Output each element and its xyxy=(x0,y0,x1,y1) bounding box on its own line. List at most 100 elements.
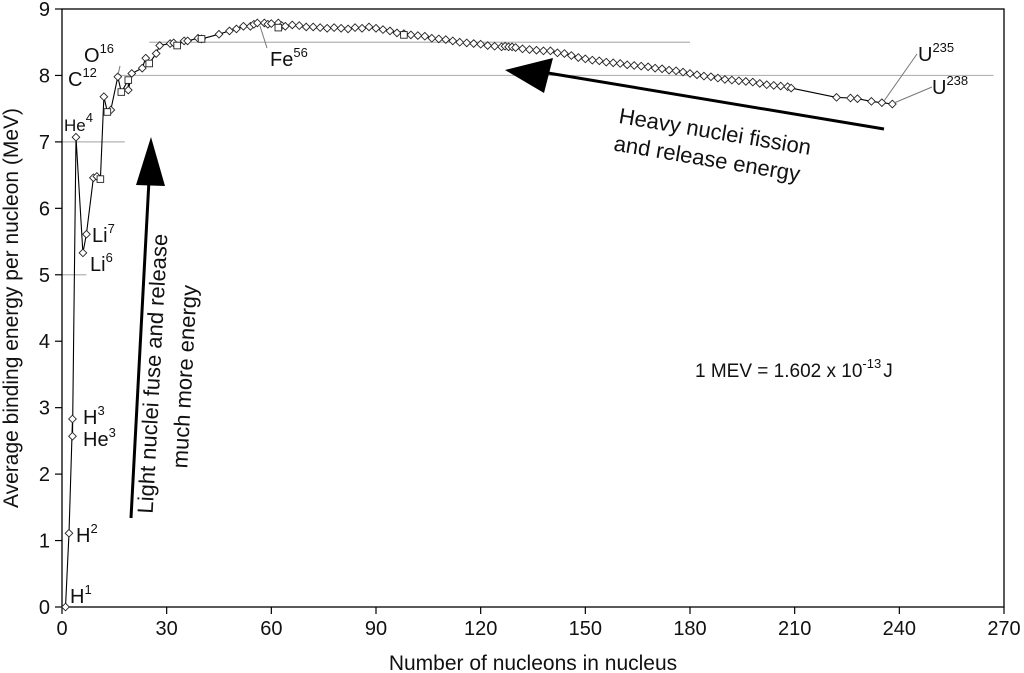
data-point-diamond xyxy=(490,41,500,51)
data-point-diamond xyxy=(336,23,346,33)
data-point-diamond xyxy=(559,49,569,58)
fusion-arrowhead xyxy=(136,137,165,186)
data-point-diamond xyxy=(420,31,430,41)
isotope-label: He3 xyxy=(83,425,116,451)
data-point-diamond xyxy=(413,31,423,41)
y-tick-label: 7 xyxy=(39,132,50,154)
isotope-mass-number: 56 xyxy=(293,45,307,60)
data-point-diamond xyxy=(776,81,786,91)
isotope-symbol: Li xyxy=(90,254,106,276)
data-point-diamond xyxy=(71,132,81,142)
isotope-symbol: U xyxy=(932,77,946,99)
data-point-diamond xyxy=(713,73,723,83)
data-point-diamond xyxy=(887,99,897,109)
data-point-diamond xyxy=(629,61,639,70)
isotope-mass-number: 2 xyxy=(90,521,97,536)
isotope-label: Fe56 xyxy=(270,45,308,71)
data-point-diamond xyxy=(699,71,709,81)
data-point-diamond xyxy=(357,23,367,33)
isotope-mass-number: 16 xyxy=(100,41,114,56)
data-point-diamond xyxy=(573,53,583,62)
data-point-diamond xyxy=(608,58,618,68)
isotope-label: U235 xyxy=(918,40,954,66)
data-point-diamond xyxy=(580,54,590,64)
data-point-diamond xyxy=(183,36,193,46)
data-point-diamond xyxy=(832,92,841,102)
data-point-diamond xyxy=(734,76,744,86)
data-point-diamond xyxy=(371,23,381,33)
isotope-mass-number: 238 xyxy=(946,73,968,88)
data-point-diamond xyxy=(483,41,493,50)
data-point-square xyxy=(145,59,153,68)
isotope-label: Li7 xyxy=(92,221,115,247)
isotope-mass-number: 4 xyxy=(86,110,93,125)
isotope-mass-number: 1 xyxy=(84,582,91,597)
y-tick-label: 2 xyxy=(39,464,50,486)
data-point-diamond xyxy=(664,65,674,75)
isotope-label: He4 xyxy=(64,110,93,135)
isotope-symbol: H xyxy=(70,586,84,608)
label-leader-line xyxy=(883,53,918,102)
data-point-diamond xyxy=(64,528,74,538)
isotope-mass-number: 3 xyxy=(97,403,104,418)
data-point-diamond xyxy=(61,602,70,612)
data-point-diamond xyxy=(846,93,855,103)
data-point-diamond xyxy=(427,33,437,43)
data-point-diamond xyxy=(252,18,262,28)
isotope-label: Li6 xyxy=(90,250,113,276)
fusion-text-line-2: much more energy xyxy=(167,284,202,468)
y-tick-label: 5 xyxy=(39,265,50,287)
data-point-diamond xyxy=(301,22,311,32)
data-point-diamond xyxy=(266,19,276,29)
x-tick-label: 240 xyxy=(883,618,916,640)
data-point-diamond xyxy=(643,62,653,72)
isotope-symbol: H xyxy=(76,525,90,547)
x-tick-label: 180 xyxy=(673,618,706,640)
data-point-diamond xyxy=(720,74,730,84)
data-point-diamond xyxy=(518,44,527,54)
data-point-diamond xyxy=(441,35,451,45)
y-axis-ticks: 0 1 2 3 4 5 6 7 8 9 xyxy=(39,0,62,619)
x-axis-ticks: 0 30 60 90 120 150 180 210 240 270 xyxy=(56,607,1021,640)
label-leader-line xyxy=(259,25,268,49)
data-point-diamond xyxy=(539,46,548,56)
isotope-label: U238 xyxy=(932,73,968,99)
y-tick-label: 0 xyxy=(39,597,50,619)
x-tick-label: 60 xyxy=(260,618,282,640)
data-point-diamond xyxy=(378,25,388,35)
data-point-diamond xyxy=(706,72,716,82)
data-point-diamond xyxy=(214,29,224,39)
data-point-diamond xyxy=(308,22,318,32)
y-tick-label: 3 xyxy=(39,398,50,420)
data-point-diamond xyxy=(315,23,325,33)
fission-arrowhead xyxy=(505,58,553,93)
label-leader-line xyxy=(893,86,933,104)
data-point-diamond xyxy=(853,94,862,104)
x-tick-label: 210 xyxy=(778,618,811,640)
isotope-mass-number: 3 xyxy=(109,425,116,440)
data-point-diamond xyxy=(741,76,751,86)
isotope-symbol: He xyxy=(83,429,109,451)
data-point-square xyxy=(197,35,206,43)
data-point-diamond xyxy=(329,23,339,33)
data-point-diamond xyxy=(552,48,562,58)
y-axis-title: Average binding energy per nucleon (MeV) xyxy=(0,108,23,508)
data-point-diamond xyxy=(587,55,597,65)
plot-area-frame xyxy=(61,8,1005,608)
fission-arrow xyxy=(547,71,885,131)
isotope-symbol: U xyxy=(918,44,932,66)
data-point-diamond xyxy=(525,45,534,54)
data-point-diamond xyxy=(476,39,486,49)
data-point-diamond xyxy=(546,46,555,56)
x-tick-label: 150 xyxy=(569,618,602,640)
data-point-diamond xyxy=(866,96,876,106)
isotope-label: C12 xyxy=(68,65,97,91)
isotope-mass-number: 7 xyxy=(108,221,115,236)
data-point-diamond xyxy=(287,20,297,30)
data-point-diamond xyxy=(406,30,416,40)
data-point-diamond xyxy=(636,61,646,71)
data-point-diamond xyxy=(786,83,796,93)
isotope-label: O16 xyxy=(84,41,114,67)
x-tick-label: 270 xyxy=(987,618,1020,640)
isotope-mass-number: 12 xyxy=(82,65,96,80)
